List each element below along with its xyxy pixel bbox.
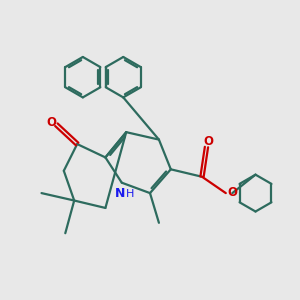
Text: O: O bbox=[46, 116, 56, 129]
Text: N: N bbox=[115, 188, 125, 200]
Text: O: O bbox=[227, 186, 237, 199]
Text: O: O bbox=[203, 135, 213, 148]
Text: H: H bbox=[126, 189, 134, 199]
